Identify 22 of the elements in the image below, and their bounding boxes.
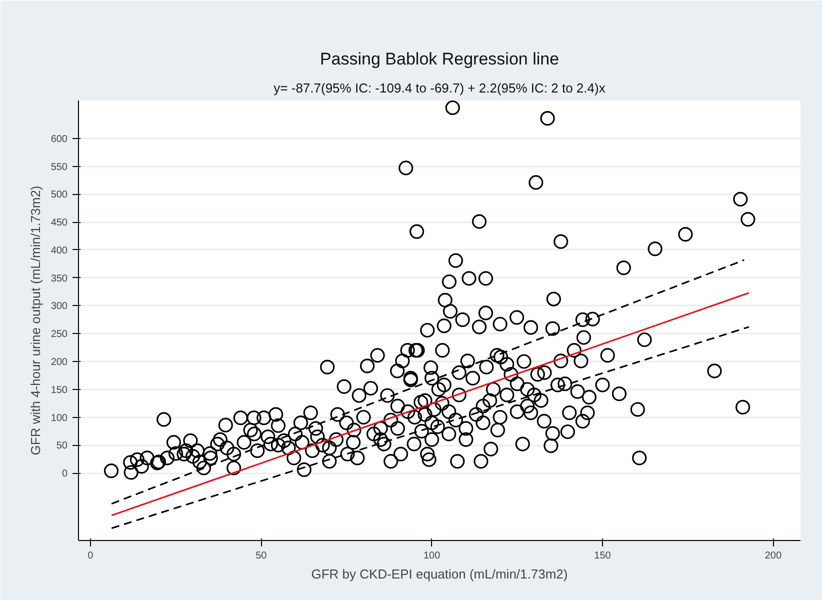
y-axis-title: GFR with 4-hour urine output (mL/min/1.73m2) (28, 186, 43, 456)
y-tick-label: 550 (50, 162, 68, 173)
y-tick-label: 50 (56, 440, 68, 452)
x-tick-label: 200 (764, 550, 782, 562)
y-tick-label: 500 (50, 190, 68, 201)
y-tick-label: 0 (62, 468, 68, 480)
y-tick-label: 350 (50, 273, 68, 284)
y-tick-label: 100 (50, 412, 68, 424)
y-tick-label: 200 (50, 356, 68, 368)
y-tick-label: 450 (50, 218, 68, 229)
y-tick-label: 400 (50, 245, 68, 256)
y-tick-label: 600 (50, 134, 68, 145)
y-tick-label: 150 (50, 384, 68, 396)
x-axis-title: GFR by CKD-EPI equation (mL/min/1.73m2) (311, 566, 568, 582)
y-tick-label: 250 (50, 329, 68, 340)
x-tick-label: 0 (88, 550, 94, 562)
chart-title: Passing Bablok Regression line (320, 50, 560, 68)
chart-subtitle: y= -87.7(95% IC: -109.4 to -69.7) + 2.2(95% IC: 2 to 2.4)x (274, 80, 606, 96)
y-tick-label: 300 (50, 301, 68, 312)
x-tick-label: 50 (256, 550, 268, 562)
x-tick-label: 150 (594, 550, 612, 562)
x-tick-label: 100 (423, 550, 441, 562)
